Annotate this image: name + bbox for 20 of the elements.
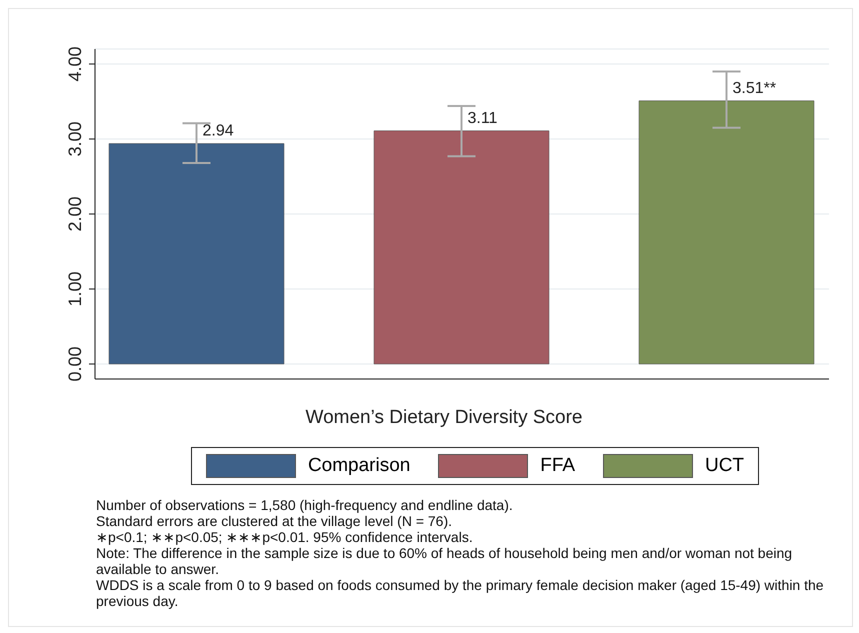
data-label: 3.51**: [732, 80, 776, 97]
y-tick-label: 1.00: [65, 271, 85, 307]
text: Note: The difference in the sample size is due to 60% of heads of household being men and/or woman not being available to answer.: [96, 545, 794, 577]
data-label: 2.94: [202, 122, 234, 140]
text: WDDS is a scale from 0 to 9 based on foods consumed by the primary female decision maker (aged 15-49) within the previous day.: [96, 577, 825, 609]
x-axis-title: Women’s Dietary Diversity Score: [304, 407, 584, 429]
legend-label: FFA: [540, 455, 576, 477]
y-tick-label: 3.00: [65, 121, 85, 157]
text: Number of observations = 1,580 (high-frequency and endline data).: [96, 497, 514, 513]
y-tick-label: 4.00: [65, 46, 85, 82]
data-label: 3.11: [468, 110, 498, 127]
text: ∗p<0.1; ∗∗p<0.05; ∗∗∗p<0.01. 95% confidence intervals.: [96, 529, 474, 545]
legend-label: UCT: [704, 455, 744, 477]
text: Standard errors are clustered at the village level (N = 76).: [96, 513, 454, 529]
legend-label: Comparison: [308, 455, 410, 477]
bar: [638, 100, 814, 364]
y-tick-label: 0.00: [65, 346, 85, 382]
bar: [374, 130, 550, 364]
bar: [108, 143, 284, 364]
y-tick-label: 2.00: [65, 196, 85, 232]
